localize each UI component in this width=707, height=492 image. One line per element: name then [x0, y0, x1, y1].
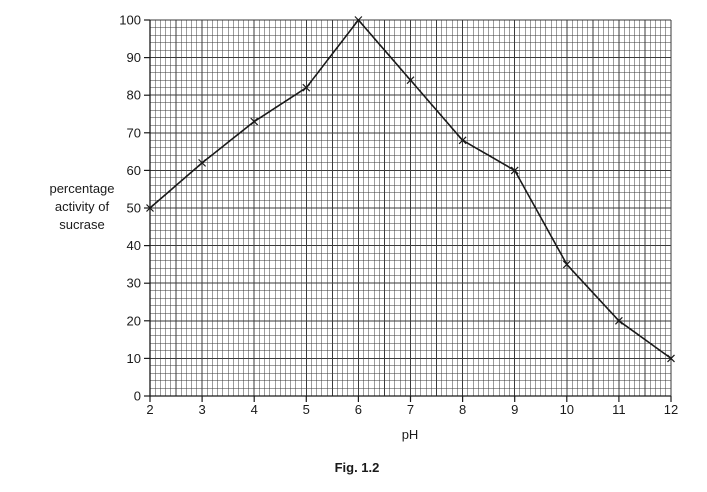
y-tick-label: 40: [127, 238, 141, 253]
y-tick-label: 60: [127, 163, 141, 178]
data-point-stroke: [667, 354, 675, 363]
data-point: [146, 204, 154, 212]
data-point-stroke: [614, 316, 623, 325]
y-tick-label: 20: [127, 313, 141, 328]
y-axis-label-line-2: activity of: [55, 199, 110, 214]
data-point-stroke: [406, 76, 415, 85]
data-point-stroke: [198, 158, 207, 167]
x-tick-label: 4: [251, 402, 258, 417]
x-tick-label: 6: [355, 402, 362, 417]
data-point-stroke: [510, 166, 519, 175]
data-point: [458, 136, 467, 145]
x-tick-label: 2: [146, 402, 153, 417]
data-point: [302, 83, 311, 92]
x-tick-label: 11: [612, 402, 626, 417]
y-axis-label-line-1: percentage: [49, 181, 114, 196]
figure-caption: Fig. 1.2: [335, 460, 380, 475]
tick-labels: 0 10 20 30 40 50 60 70 80 90 100 2 3 4 5 6 7 8 9 10 11 12: [119, 13, 678, 418]
data-point: [667, 354, 675, 363]
data-point-stroke: [458, 136, 467, 145]
x-tick-label: 9: [511, 402, 518, 417]
x-axis-label: pH: [402, 427, 419, 442]
y-tick-label: 70: [127, 125, 141, 140]
y-tick-label: 100: [119, 13, 141, 28]
gridlines: [149, 19, 672, 397]
x-tick-label: 10: [560, 402, 574, 417]
data-point-stroke: [562, 260, 571, 269]
x-tick-label: 3: [198, 402, 205, 417]
y-tick-label: 10: [127, 351, 141, 366]
x-tick-label: 12: [664, 402, 678, 417]
data-point: [614, 316, 623, 325]
data-point: [562, 260, 571, 269]
data-point-stroke: [354, 16, 363, 24]
data-point: [250, 117, 259, 126]
data-point-stroke: [302, 83, 311, 92]
data-point-stroke: [250, 117, 259, 126]
y-tick-label: 50: [127, 201, 141, 216]
x-tick-label: 8: [459, 402, 466, 417]
x-tick-label: 7: [407, 402, 414, 417]
data-point: [510, 166, 519, 175]
data-point: [406, 76, 415, 85]
data-markers: [146, 16, 675, 363]
y-tick-label: 30: [127, 276, 141, 291]
y-tick-label: 0: [134, 389, 141, 404]
data-point: [354, 16, 363, 24]
y-axis-label-line-3: sucrase: [59, 217, 105, 232]
x-tick-label: 5: [303, 402, 310, 417]
y-tick-label: 90: [127, 50, 141, 65]
data-point: [198, 158, 207, 167]
y-tick-label: 80: [127, 88, 141, 103]
data-point-stroke: [146, 204, 154, 212]
